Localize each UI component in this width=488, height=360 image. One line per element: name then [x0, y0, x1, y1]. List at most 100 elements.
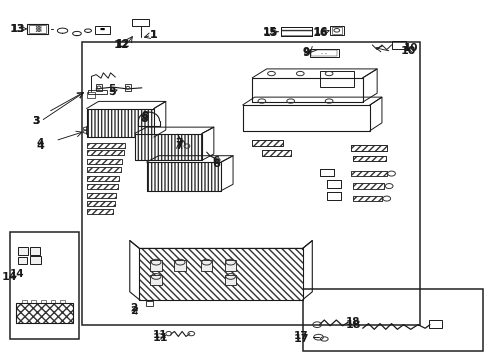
Bar — [350, 171, 386, 176]
Bar — [201, 260, 212, 271]
Bar — [352, 156, 385, 161]
Bar — [86, 143, 125, 148]
Bar — [86, 201, 115, 206]
Bar — [86, 159, 122, 164]
Bar — [86, 150, 123, 155]
Bar — [174, 260, 185, 271]
Bar — [139, 248, 302, 300]
Bar — [309, 49, 338, 57]
Bar — [150, 260, 162, 271]
Bar — [329, 26, 343, 35]
Bar — [41, 300, 46, 303]
Text: 4: 4 — [36, 138, 43, 148]
Text: 2: 2 — [130, 306, 138, 316]
Bar — [134, 134, 202, 160]
Text: 2: 2 — [130, 303, 138, 314]
Bar — [88, 90, 107, 94]
Text: 13: 13 — [9, 24, 24, 34]
Bar — [18, 247, 28, 255]
Text: 12: 12 — [114, 40, 129, 50]
Bar — [81, 42, 420, 325]
Bar — [242, 105, 369, 131]
Text: 14: 14 — [2, 272, 18, 282]
Bar — [350, 145, 386, 152]
Text: 6: 6 — [212, 159, 220, 169]
Text: 7: 7 — [175, 138, 183, 148]
Bar — [252, 140, 283, 146]
Text: 13: 13 — [11, 24, 25, 34]
Text: ▬: ▬ — [100, 27, 105, 32]
Bar — [428, 320, 442, 328]
Bar — [29, 24, 46, 33]
Bar — [30, 247, 40, 255]
Bar — [319, 71, 353, 87]
Text: 7: 7 — [175, 141, 183, 151]
Text: 11: 11 — [152, 330, 167, 340]
Bar — [252, 78, 362, 102]
Text: 9: 9 — [302, 48, 309, 58]
Bar — [86, 193, 116, 198]
Bar — [31, 300, 36, 303]
Bar — [146, 162, 221, 191]
Bar — [86, 209, 113, 214]
Bar — [89, 126, 98, 131]
Bar — [86, 184, 118, 189]
Bar — [86, 93, 95, 98]
Text: 14: 14 — [10, 269, 24, 279]
Bar — [18, 257, 27, 264]
Bar — [350, 171, 386, 176]
Bar — [302, 289, 482, 351]
Bar — [146, 162, 221, 191]
Bar — [252, 140, 283, 146]
Text: 18: 18 — [345, 320, 360, 330]
Text: 10: 10 — [400, 46, 415, 56]
Text: ▓: ▓ — [35, 25, 40, 32]
Bar — [86, 159, 122, 164]
Bar — [21, 300, 26, 303]
Bar — [27, 23, 47, 34]
Text: 3: 3 — [32, 116, 40, 126]
Bar — [50, 300, 55, 303]
Bar — [352, 183, 384, 189]
Bar — [262, 150, 290, 156]
Text: 5: 5 — [108, 87, 116, 98]
Bar — [86, 109, 154, 137]
Bar — [150, 275, 162, 285]
Text: 15: 15 — [263, 27, 277, 37]
Text: 1: 1 — [150, 30, 157, 40]
Text: 18: 18 — [345, 317, 360, 327]
Bar — [86, 143, 125, 148]
Text: 6: 6 — [212, 156, 220, 166]
Bar — [350, 145, 386, 152]
Text: 8: 8 — [141, 111, 148, 121]
Bar — [252, 78, 362, 102]
Bar — [134, 134, 202, 160]
Bar — [352, 196, 381, 202]
Bar — [281, 27, 312, 36]
Bar — [86, 193, 116, 198]
Bar — [125, 84, 130, 91]
Text: 17: 17 — [293, 331, 308, 341]
Bar — [331, 27, 342, 34]
Bar — [30, 256, 41, 264]
Text: 12: 12 — [115, 39, 130, 49]
Bar — [96, 84, 102, 91]
Bar — [352, 156, 385, 161]
Bar — [352, 183, 384, 189]
Bar — [86, 167, 121, 172]
Text: 4: 4 — [36, 141, 44, 151]
Bar — [86, 176, 119, 181]
Text: 15: 15 — [262, 28, 278, 38]
Bar — [132, 19, 149, 26]
Bar — [352, 196, 381, 202]
Bar — [86, 176, 119, 181]
Bar — [86, 109, 154, 137]
Text: 3: 3 — [32, 116, 40, 126]
Bar — [86, 150, 123, 155]
Text: 10: 10 — [403, 43, 417, 53]
Text: 17: 17 — [293, 334, 308, 344]
Bar — [10, 232, 79, 339]
Text: 16: 16 — [312, 28, 328, 38]
Bar — [139, 248, 302, 300]
Bar — [16, 303, 73, 323]
